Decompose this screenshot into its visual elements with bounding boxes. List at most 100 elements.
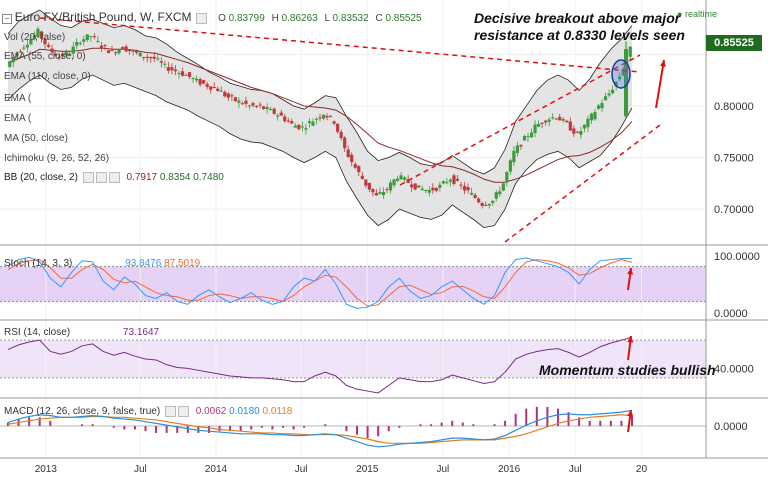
candle-body [247,105,252,107]
candle-body [589,113,594,121]
ohlc-c-label: C [375,13,383,24]
candle-body [466,187,470,191]
candle-body [350,154,354,163]
candle-body [314,118,319,120]
candle-body [251,103,255,106]
legend-ema4[interactable]: EMA ( [4,113,31,124]
candle-body [575,131,579,133]
ohlc-c-value: 0.85525 [385,13,422,24]
legend-ema110[interactable]: EMA (110, close, 0) [4,71,91,82]
candle-body [300,126,304,128]
candle-body [339,131,343,139]
candle-body [561,119,565,121]
macd-legend[interactable]: MACD (12, 26, close, 9, false, true) 0.0… [4,406,292,417]
candle-body [244,100,248,104]
candle-body [346,149,350,157]
candle-body [611,89,615,94]
legend-ma50[interactable]: MA (50, close) [4,133,68,144]
legend-ema3[interactable]: EMA ( [4,93,31,104]
breakout-annotation-line2: resistance at 0.8330 levels seen [474,27,685,43]
candle-body [410,184,414,188]
legend-vol[interactable]: Vol (20, false) [4,32,65,43]
candle-body [272,108,276,114]
candle-body [526,136,530,138]
candle-body [103,45,107,47]
candle-body [92,36,96,38]
candle-body [399,175,403,180]
candle-body [180,71,185,76]
main-arrow-head [659,60,666,67]
candle-body [64,51,68,56]
candle-body [202,80,206,84]
candle-body [448,179,453,182]
candle-body [395,178,400,181]
candle-body [187,72,192,77]
candle-body [452,175,456,184]
channel-upper-line [399,54,641,186]
candle-body [237,100,241,103]
candle-body [441,181,445,184]
legend-ema55[interactable]: EMA (55, close, 0) [4,51,86,62]
bb-settings-icon[interactable] [95,172,107,183]
rsi-label: RSI (14, close) [4,327,71,338]
collapse-icon[interactable]: − [2,14,12,24]
main-arrow [655,59,665,109]
candle-body [321,114,326,119]
candle-body [85,34,89,41]
candle-body [618,76,622,80]
settings-icon[interactable] [196,12,208,24]
bb-close-icon[interactable] [108,172,120,183]
candle-body [568,121,572,131]
y-tick-label: 100.0000 [714,251,760,263]
candle-body [170,67,174,71]
candle-body [233,97,237,102]
candle-body [117,49,121,54]
candle-body [29,38,33,45]
stoch-k-line [7,256,633,309]
candle-body [551,117,555,119]
rsi-line [0,336,706,394]
current-price-badge: 0.85525 [706,35,762,51]
bb-eye-icon[interactable] [82,172,94,183]
candle-body [477,198,481,203]
candle-body [307,121,312,124]
candle-body [82,39,86,42]
candle-body [582,124,587,129]
realtime-indicator: ● realtime [677,9,717,19]
stoch-legend[interactable]: Stoch (14, 3, 3) 93.8476 87.5019 [4,258,200,269]
candle-body [156,58,160,60]
candle-body [455,178,460,181]
x-tick-label: 2016 [498,464,521,475]
stoch-k-value: 93.8476 [125,258,162,269]
macd-close-icon[interactable] [177,406,189,417]
candle-body [18,51,22,53]
candle-body [297,124,301,130]
candle-body [276,115,280,117]
candle-body [124,46,128,52]
candle-body [600,103,604,109]
candle-body [25,44,29,48]
legend-ichimoku[interactable]: Ichimoku (9, 26, 52, 26) [4,153,109,164]
candle-body [142,57,146,59]
candle-body [420,188,424,191]
candle-body [367,182,371,190]
candle-body [311,121,315,126]
rsi-legend[interactable]: RSI (14, close) 73.1647 [4,327,159,338]
macd-settings-icon[interactable] [164,406,176,417]
candle-body [240,103,245,105]
y-tick-label: 0.0000 [714,308,748,320]
legend-bb[interactable]: BB (20, close, 2) 0.7917 0.8354 0.7480 [4,172,224,183]
candle-body [603,96,608,101]
candle-body [184,74,188,76]
candle-body [15,52,19,57]
candle-body [46,45,51,47]
realtime-label: realtime [684,9,717,19]
stoch-arrow-head [627,268,634,275]
legend-ema55-label: EMA (55, close, 0) [4,51,86,62]
stoch-lines [0,256,706,309]
candle-body [403,177,407,180]
candle-body [75,41,79,46]
ohlc-l-label: L [324,13,330,24]
candle-body [533,124,537,134]
candle-body [392,179,396,186]
